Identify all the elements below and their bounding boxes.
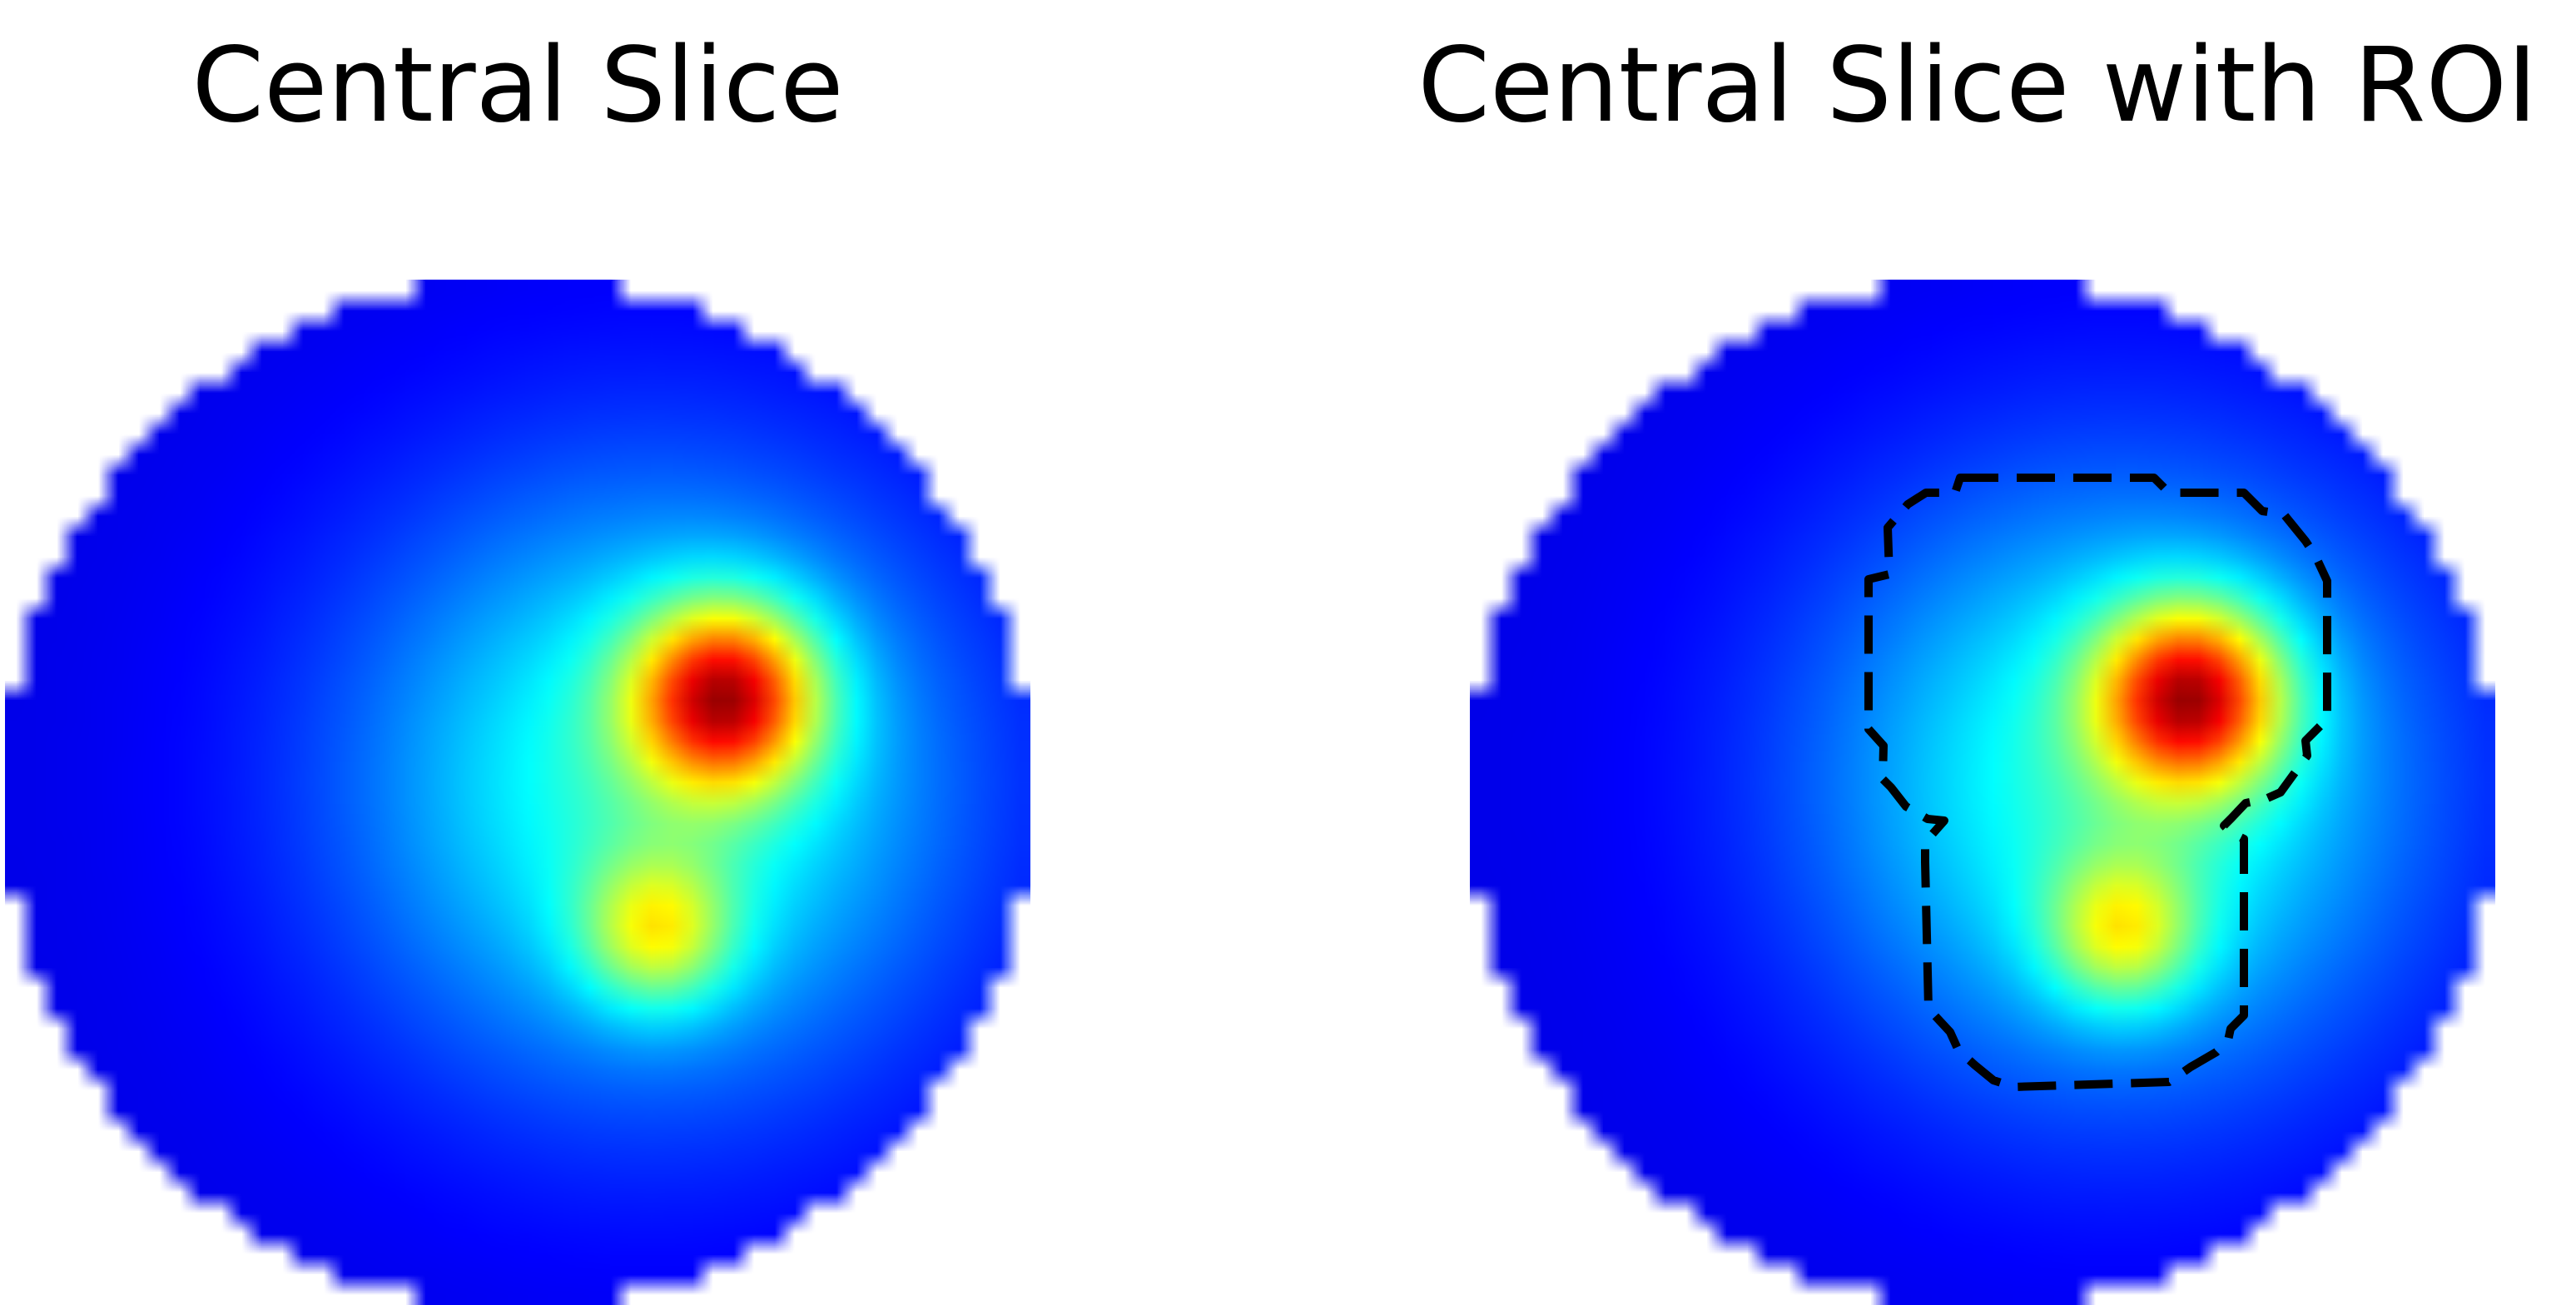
central-slice-image [5,280,1030,1305]
left-panel-title: Central Slice [191,26,844,146]
right-panel-title: Central Slice with ROI [1417,26,2538,146]
central-slice-with-roi-image [1470,280,2495,1305]
